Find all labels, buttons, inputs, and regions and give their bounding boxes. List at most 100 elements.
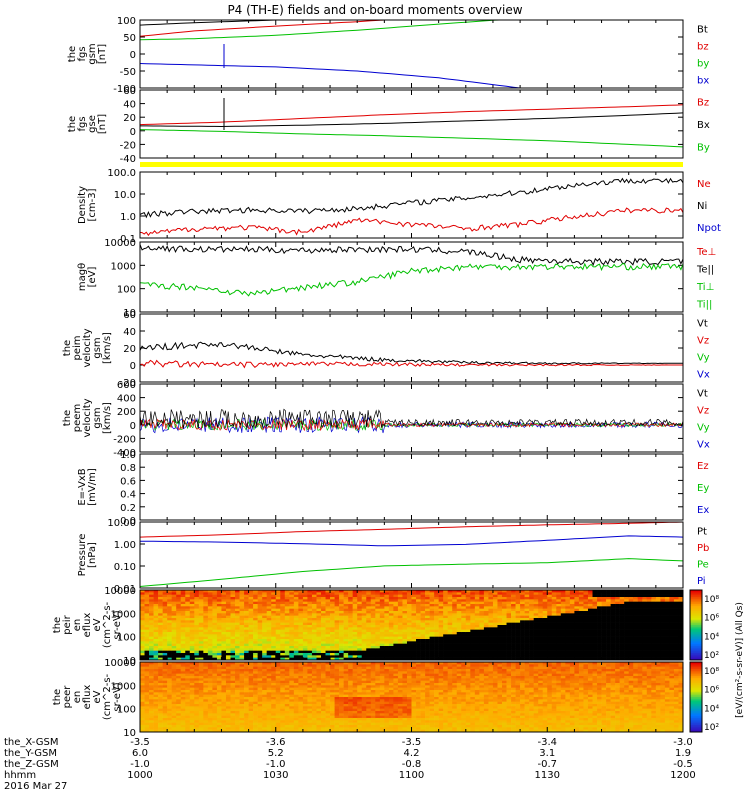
heatmap-cell [302, 725, 308, 728]
heatmap-cell [492, 611, 498, 614]
heatmap-cell [610, 615, 616, 619]
heatmap-cell [592, 599, 598, 602]
heatmap-cell [420, 648, 426, 651]
heatmap-cell [171, 697, 177, 700]
legend-entry: by [697, 59, 709, 70]
heatmap-cell [235, 636, 240, 640]
heatmap-cell [397, 604, 403, 607]
heatmap-cell [502, 643, 507, 647]
heatmap-cell [438, 648, 444, 651]
heatmap-cell [316, 625, 322, 628]
heatmap-cell [646, 650, 652, 654]
heatmap-cell [660, 632, 666, 635]
heatmap-cell [361, 611, 367, 614]
heatmap-cell [565, 604, 571, 607]
heatmap-cell [533, 615, 539, 619]
heatmap-cell [180, 590, 186, 593]
heatmap-cell [189, 618, 195, 621]
heatmap-cell [393, 620, 399, 623]
heatmap-cell [239, 615, 245, 619]
heatmap-cell [678, 613, 684, 616]
heatmap-cell [447, 639, 453, 642]
heatmap-cell [664, 590, 670, 593]
heatmap-cell [162, 664, 168, 667]
heatmap-cell [244, 636, 249, 640]
heatmap-cell [438, 613, 444, 616]
heatmap-cell [597, 643, 602, 647]
heatmap-cell [669, 599, 675, 602]
heatmap-cell [185, 711, 191, 714]
heatmap-cell [569, 632, 575, 635]
heatmap-cell [271, 715, 277, 719]
heatmap-cell [158, 711, 163, 714]
heatmap-cell [316, 653, 322, 656]
heatmap-cell [185, 713, 191, 716]
heatmap-cell [275, 650, 281, 654]
heatmap-cell [524, 597, 530, 600]
heatmap-cell [266, 590, 272, 593]
heatmap-cell [624, 622, 629, 626]
heatmap-cell [542, 613, 548, 616]
heatmap-cell [601, 615, 607, 619]
heatmap-cell [253, 655, 258, 658]
heatmap-cell [669, 634, 675, 637]
heatmap-cell [425, 648, 430, 651]
heatmap-cell [592, 648, 598, 651]
heatmap-cell [194, 599, 200, 602]
heatmap-cell [280, 627, 286, 630]
heatmap-cell [311, 639, 317, 642]
heatmap-cell [198, 632, 204, 635]
heatmap-cell [592, 639, 598, 642]
heatmap-cell [664, 648, 670, 651]
heatmap-cell [162, 718, 168, 721]
heatmap-cell [171, 673, 177, 677]
heatmap-cell [402, 625, 408, 628]
heatmap-cell [470, 618, 476, 621]
heatmap-cell [470, 634, 476, 637]
heatmap-cell [592, 592, 598, 595]
heatmap-cell [239, 680, 245, 684]
heatmap-cell [583, 648, 589, 651]
heatmap-cell [578, 655, 584, 658]
heatmap-cell [180, 694, 186, 698]
heatmap-cell [235, 643, 240, 647]
heatmap-cell [225, 648, 231, 651]
heatmap-cell [198, 629, 204, 633]
heatmap-cell [456, 641, 462, 644]
heatmap-cell [492, 636, 498, 640]
heatmap-cell [565, 657, 571, 661]
heatmap-cell [198, 594, 204, 598]
heatmap-cell [253, 708, 258, 712]
heatmap-cell [230, 615, 236, 619]
heatmap-cell [429, 634, 435, 637]
heatmap-cell [275, 606, 281, 609]
heatmap-cell [207, 636, 213, 640]
heatmap-cell [497, 636, 503, 640]
heatmap-cell [185, 662, 191, 665]
heatmap-cell [601, 620, 607, 623]
heatmap-cell [664, 657, 670, 661]
heatmap-cell [492, 625, 498, 628]
heatmap-cell [266, 697, 272, 700]
heatmap-cell [171, 606, 177, 609]
heatmap-cell [474, 653, 480, 656]
heatmap-cell [438, 620, 444, 623]
heatmap-cell [425, 653, 430, 656]
heatmap-cell [529, 625, 534, 628]
heatmap-cell [176, 601, 182, 605]
heatmap-cell [583, 604, 589, 607]
heatmap-cell [144, 687, 150, 691]
heatmap-cell [515, 601, 521, 605]
heatmap-cell [284, 662, 290, 665]
heatmap-cell [221, 690, 227, 693]
heatmap-cell [248, 643, 254, 647]
heatmap-cell [388, 615, 394, 619]
heatmap-cell [497, 608, 503, 612]
heatmap-cell [538, 632, 544, 635]
legend-entry: Vy [697, 353, 710, 364]
heatmap-cell [298, 680, 304, 684]
heatmap-cell [262, 641, 267, 644]
heatmap-cell [167, 604, 172, 607]
heatmap-cell [492, 618, 498, 621]
heatmap-cell [352, 592, 358, 595]
